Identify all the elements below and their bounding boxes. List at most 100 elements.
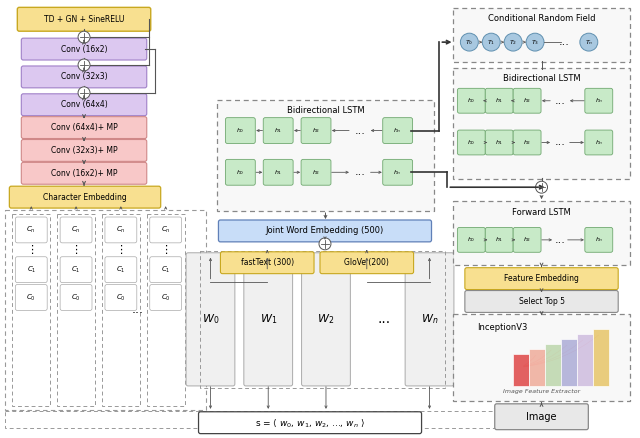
Text: Image Feature Extractor: Image Feature Extractor [503,389,580,394]
FancyBboxPatch shape [453,8,630,62]
Text: $h_1$: $h_1$ [495,96,504,105]
FancyBboxPatch shape [60,257,92,283]
Text: GloVe (200): GloVe (200) [344,258,389,267]
FancyBboxPatch shape [12,214,50,406]
Text: $C_1$: $C_1$ [161,265,170,275]
FancyBboxPatch shape [301,159,331,185]
Circle shape [78,87,90,99]
Text: $W_1$: $W_1$ [260,312,277,326]
Text: $h_n$: $h_n$ [394,168,402,177]
Text: ⋮: ⋮ [160,245,172,255]
FancyBboxPatch shape [585,227,612,252]
Text: Bidirectional LSTM: Bidirectional LSTM [287,106,364,115]
Text: Conv (64x4)+ MP: Conv (64x4)+ MP [51,123,117,132]
Circle shape [504,33,522,51]
Text: InceptionV3: InceptionV3 [477,323,527,332]
FancyBboxPatch shape [21,162,147,184]
Text: ...: ... [355,126,365,136]
Text: Conv (32x3)+ MP: Conv (32x3)+ MP [51,146,117,155]
Text: $h_0$: $h_0$ [467,138,476,147]
FancyBboxPatch shape [458,130,485,155]
Circle shape [580,33,598,51]
Text: TD + GN + SineRELU: TD + GN + SineRELU [44,15,124,24]
FancyBboxPatch shape [485,227,513,252]
Text: $T_1$: $T_1$ [487,38,495,46]
Text: $C_0$: $C_0$ [161,293,170,303]
FancyBboxPatch shape [186,253,235,386]
FancyBboxPatch shape [593,329,609,386]
FancyBboxPatch shape [225,159,255,185]
FancyBboxPatch shape [220,252,314,274]
Text: ⋮: ⋮ [70,245,82,255]
FancyBboxPatch shape [453,314,630,401]
Text: ...: ... [132,304,144,316]
Text: $W_n$: $W_n$ [421,312,438,326]
Text: $C_0$: $C_0$ [116,293,125,303]
Text: $h_n$: $h_n$ [595,96,603,105]
FancyBboxPatch shape [301,253,350,386]
FancyBboxPatch shape [198,412,422,434]
FancyBboxPatch shape [585,88,612,113]
FancyBboxPatch shape [150,217,182,243]
Text: ...: ... [554,96,565,106]
Text: ⋮: ⋮ [115,245,127,255]
Text: Conv (16x2): Conv (16x2) [61,45,108,53]
FancyBboxPatch shape [577,334,593,386]
FancyBboxPatch shape [60,285,92,311]
FancyBboxPatch shape [21,66,147,88]
Text: $C_0$: $C_0$ [71,293,81,303]
FancyBboxPatch shape [458,88,485,113]
FancyBboxPatch shape [244,253,292,386]
FancyBboxPatch shape [513,354,529,386]
Text: $h_2$: $h_2$ [312,126,320,135]
FancyBboxPatch shape [301,118,331,144]
FancyBboxPatch shape [5,210,207,410]
Text: $C_0$: $C_0$ [26,293,36,303]
Text: Forward LSTM: Forward LSTM [512,208,571,216]
Text: $C_1$: $C_1$ [26,265,36,275]
Circle shape [483,33,500,51]
Circle shape [526,33,544,51]
Text: $C_1$: $C_1$ [116,265,125,275]
Text: ...: ... [559,37,570,47]
FancyBboxPatch shape [21,94,147,116]
Text: $h_0$: $h_0$ [467,96,476,105]
Text: ...: ... [377,312,390,326]
FancyBboxPatch shape [105,257,137,283]
FancyBboxPatch shape [105,285,137,311]
Text: $h_0$: $h_0$ [236,126,244,135]
FancyBboxPatch shape [218,100,433,211]
FancyBboxPatch shape [458,227,485,252]
Text: Conv (64x4): Conv (64x4) [61,100,108,109]
FancyBboxPatch shape [218,220,431,242]
Circle shape [319,238,331,250]
FancyBboxPatch shape [263,159,293,185]
Text: ⋮: ⋮ [26,245,37,255]
FancyBboxPatch shape [57,214,95,406]
FancyBboxPatch shape [105,217,137,243]
FancyBboxPatch shape [585,130,612,155]
Text: s = $\langle$ $w_0$, $w_1$, $w_2$, ..., $w_n$ $\rangle$: s = $\langle$ $w_0$, $w_1$, $w_2$, ..., … [255,417,365,429]
FancyBboxPatch shape [60,217,92,243]
Text: $W_2$: $W_2$ [317,312,335,326]
Text: $C_1$: $C_1$ [71,265,81,275]
Text: $T_2$: $T_2$ [509,38,517,46]
Text: $C_n$: $C_n$ [116,225,125,235]
FancyBboxPatch shape [10,186,161,208]
FancyBboxPatch shape [102,214,140,406]
Text: Feature Embedding: Feature Embedding [504,274,579,283]
FancyBboxPatch shape [15,285,47,311]
FancyBboxPatch shape [150,285,182,311]
Text: $h_2$: $h_2$ [312,168,320,177]
Text: $T_0$: $T_0$ [465,38,474,46]
Text: $h_2$: $h_2$ [523,96,531,105]
Text: $h_1$: $h_1$ [274,126,282,135]
FancyBboxPatch shape [495,404,588,430]
FancyBboxPatch shape [405,253,454,386]
Text: ...: ... [554,235,565,245]
FancyBboxPatch shape [513,88,541,113]
Text: $W_0$: $W_0$ [202,312,219,326]
Text: $C_n$: $C_n$ [71,225,81,235]
Circle shape [78,31,90,43]
Text: $C_n$: $C_n$ [26,225,36,235]
